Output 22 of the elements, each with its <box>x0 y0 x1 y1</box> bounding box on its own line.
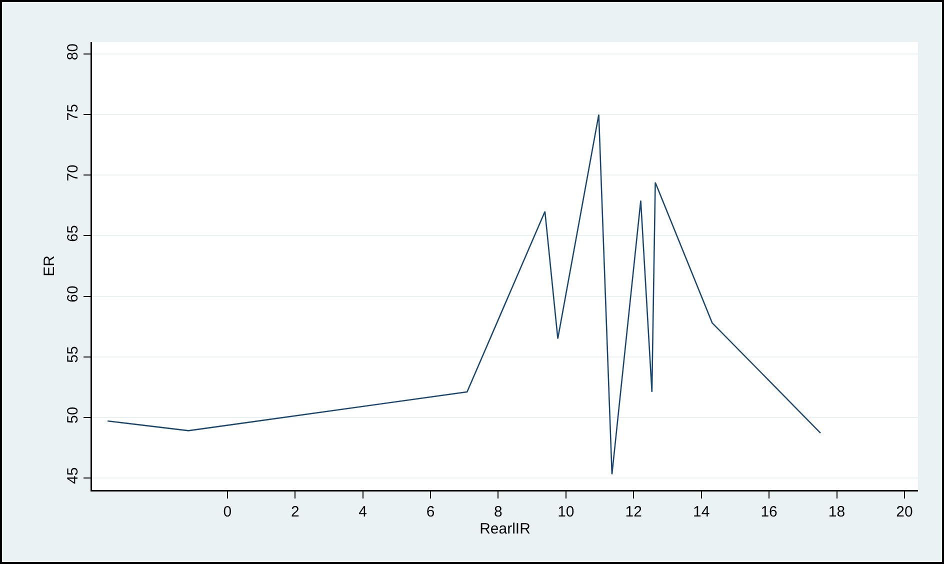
y-tick-label: 60 <box>64 286 82 302</box>
x-tick-label: 8 <box>494 504 502 520</box>
y-tick-label: 45 <box>64 467 82 484</box>
x-tick-label: 16 <box>760 504 778 520</box>
y-tick-label: 65 <box>64 225 82 242</box>
y-tick-label: 75 <box>64 104 82 121</box>
x-tick-label: 2 <box>290 504 300 520</box>
y-tick-label: 50 <box>64 406 82 424</box>
line-series <box>106 114 822 475</box>
y-tick-label: 70 <box>64 164 82 182</box>
x-tick-label: 14 <box>692 504 710 520</box>
y-tick-label: 80 <box>64 44 82 60</box>
x-tick-label: 6 <box>426 504 435 520</box>
x-axis-title: RearlIR <box>480 520 531 538</box>
x-tick-label: 12 <box>625 504 642 520</box>
x-tick-label: 4 <box>358 504 367 520</box>
x-tick-label: 18 <box>828 504 846 520</box>
y-axis-title: ER <box>41 255 58 276</box>
x-tick-label: 10 <box>558 504 574 520</box>
y-tick-label: 55 <box>64 346 82 363</box>
x-tick-label: 20 <box>896 504 913 520</box>
x-tick-label: 0 <box>223 504 232 520</box>
